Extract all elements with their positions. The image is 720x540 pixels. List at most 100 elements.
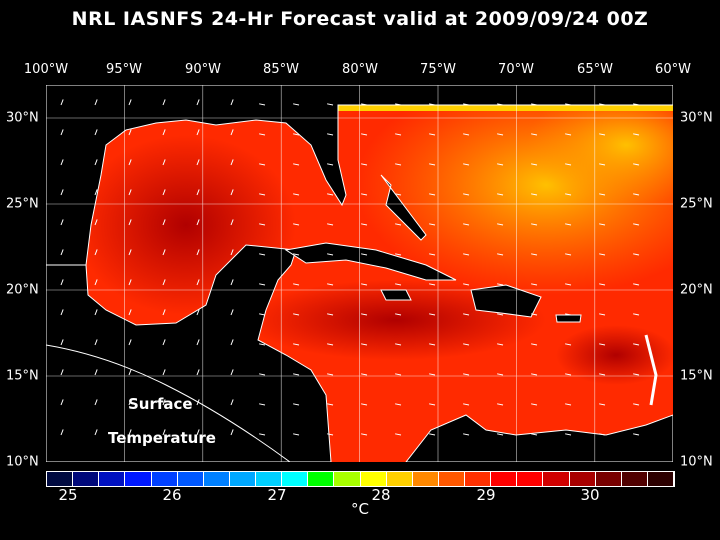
wind-arrow bbox=[565, 223, 572, 226]
wind-arrow bbox=[395, 343, 402, 346]
bahamas bbox=[380, 174, 427, 241]
cuba bbox=[284, 242, 457, 281]
wind-arrow bbox=[395, 193, 402, 196]
wind-arrow bbox=[463, 403, 470, 406]
wind-arrow bbox=[599, 403, 606, 406]
wind-arrow bbox=[633, 253, 640, 256]
wind-arrow bbox=[497, 283, 504, 286]
wind-arrow bbox=[327, 133, 334, 136]
wind-arrow bbox=[429, 343, 436, 346]
wind-arrow bbox=[395, 283, 402, 286]
wind-arrow bbox=[633, 133, 640, 136]
wind-arrow bbox=[565, 433, 572, 436]
land-mexico-central-america bbox=[46, 244, 332, 462]
wind-arrow bbox=[429, 223, 436, 226]
wind-arrow bbox=[633, 313, 640, 316]
wind-arrow bbox=[497, 163, 504, 166]
colorbar-swatch bbox=[412, 472, 439, 486]
wind-arrow bbox=[361, 193, 368, 196]
wind-arrow bbox=[196, 99, 200, 106]
wind-arrow bbox=[230, 189, 234, 196]
wind-arrow bbox=[162, 129, 166, 136]
lon-label: 60°W bbox=[655, 62, 691, 77]
wind-arrow bbox=[361, 223, 368, 226]
wind-arrow bbox=[599, 103, 606, 106]
wind-arrow bbox=[162, 279, 166, 286]
wind-arrow bbox=[361, 373, 368, 376]
wind-arrow bbox=[429, 163, 436, 166]
colorbar-swatch bbox=[543, 472, 570, 486]
wind-arrow bbox=[94, 159, 98, 166]
colorbar-tick: 27 bbox=[267, 486, 287, 504]
lon-label: 65°W bbox=[577, 62, 613, 77]
wind-arrow bbox=[395, 223, 402, 226]
wind-arrow bbox=[497, 253, 504, 256]
wind-arrow bbox=[361, 403, 368, 406]
graticule bbox=[46, 85, 673, 462]
wind-arrow bbox=[196, 369, 200, 376]
wind-arrow bbox=[361, 313, 368, 316]
wind-arrow bbox=[599, 313, 606, 316]
wind-arrow bbox=[361, 283, 368, 286]
colorbar-swatch bbox=[308, 472, 335, 486]
lat-label: 20°N bbox=[6, 282, 39, 298]
wind-arrow bbox=[162, 99, 166, 106]
wind-arrow bbox=[565, 343, 572, 346]
wind-arrow bbox=[565, 193, 572, 196]
map-title: NRL IASNFS 24-Hr Forecast valid at 2009/… bbox=[71, 8, 649, 30]
wind-arrow bbox=[94, 99, 98, 106]
wind-arrow bbox=[128, 189, 132, 196]
wind-arrow bbox=[293, 343, 300, 346]
wind-arrow bbox=[128, 159, 132, 166]
wind-arrow bbox=[128, 399, 132, 406]
wind-arrow bbox=[633, 223, 640, 226]
wind-arrow bbox=[162, 339, 166, 346]
wind-arrow bbox=[429, 193, 436, 196]
wind-arrow bbox=[60, 399, 64, 406]
jamaica bbox=[380, 289, 412, 301]
colorbar-swatch bbox=[595, 472, 622, 486]
wind-arrow bbox=[162, 309, 166, 316]
colorbar-swatch bbox=[256, 472, 283, 486]
wind-arrow bbox=[230, 339, 234, 346]
wind-arrow bbox=[259, 433, 266, 436]
wind-arrow bbox=[162, 219, 166, 226]
wind-arrow bbox=[259, 133, 266, 136]
wind-arrow bbox=[327, 223, 334, 226]
colorbar-swatch bbox=[177, 472, 204, 486]
wind-arrow bbox=[230, 309, 234, 316]
wind-arrow bbox=[94, 219, 98, 226]
wind-arrow bbox=[60, 219, 64, 226]
wind-arrow bbox=[259, 343, 266, 346]
wind-arrow bbox=[531, 103, 538, 106]
wind-arrow bbox=[463, 253, 470, 256]
wind-arrow bbox=[395, 133, 402, 136]
colorbar-tick: 29 bbox=[476, 486, 496, 504]
lon-label: 100°W bbox=[23, 62, 69, 77]
wind-arrow bbox=[60, 159, 64, 166]
wind-arrow bbox=[327, 103, 334, 106]
wind-arrow bbox=[327, 403, 334, 406]
wind-arrow bbox=[395, 403, 402, 406]
lat-label: 30°N bbox=[680, 110, 713, 126]
colorbar-swatch bbox=[229, 472, 256, 486]
wind-arrow bbox=[395, 433, 402, 436]
lon-label: 95°W bbox=[106, 62, 142, 77]
wind-arrow bbox=[497, 133, 504, 136]
wind-arrow bbox=[463, 223, 470, 226]
wind-arrow bbox=[60, 339, 64, 346]
wind-arrow bbox=[162, 429, 166, 436]
lat-label: 15°N bbox=[6, 368, 39, 384]
colorbar-swatch bbox=[360, 472, 387, 486]
colorbar-tick: 25 bbox=[58, 486, 78, 504]
wind-arrow bbox=[162, 159, 166, 166]
wind-arrow bbox=[259, 313, 266, 316]
wind-arrow bbox=[94, 129, 98, 136]
wind-arrow bbox=[599, 253, 606, 256]
wind-arrow bbox=[599, 163, 606, 166]
wind-arrow bbox=[633, 193, 640, 196]
wind-arrow bbox=[230, 279, 234, 286]
wind-arrow bbox=[94, 339, 98, 346]
wind-arrow bbox=[162, 249, 166, 256]
wind-arrow bbox=[531, 193, 538, 196]
